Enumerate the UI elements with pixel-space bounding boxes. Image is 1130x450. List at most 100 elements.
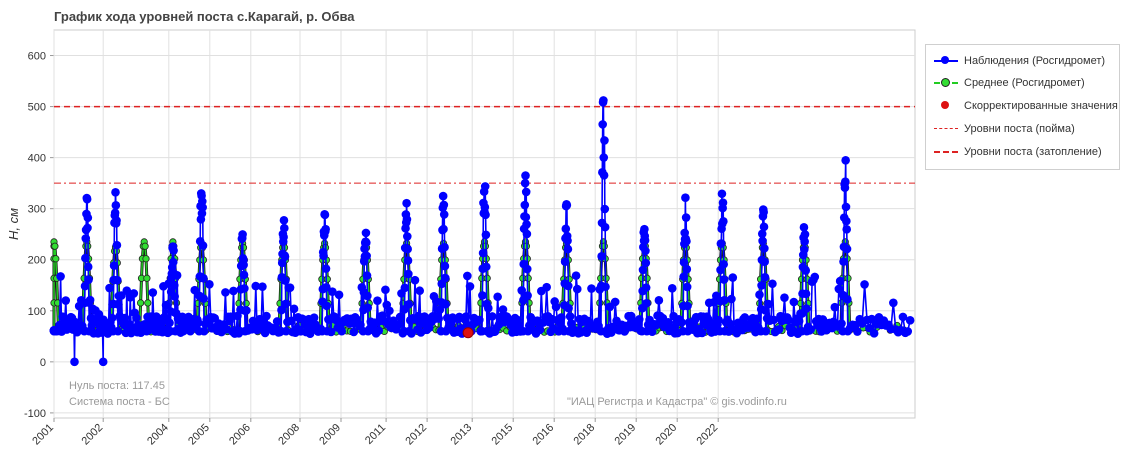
observation-point (109, 261, 119, 270)
observation-point (760, 257, 770, 267)
chart-legend: Наблюдения (Росгидромет) Среднее (Росгид… (925, 44, 1120, 170)
observation-point (337, 326, 347, 336)
observation-point (843, 295, 852, 304)
observation-point (403, 232, 412, 241)
observation-point (229, 286, 238, 296)
observation-point (321, 224, 330, 234)
corrected-swatch-icon (932, 98, 960, 114)
observation-point (522, 264, 532, 274)
observation-point (563, 281, 573, 291)
y-tick-label: 200 (28, 255, 46, 267)
observation-point (563, 236, 572, 245)
observation-point (240, 284, 249, 293)
observation-point (869, 329, 879, 338)
observation-point (757, 281, 766, 290)
observation-point (83, 213, 93, 223)
legend-item-flooding[interactable]: Уровни поста (затопление) (932, 144, 1102, 160)
observation-point (634, 315, 644, 324)
plot-area (53, 29, 916, 419)
observation-point (799, 223, 809, 232)
observation-point (80, 281, 90, 291)
credit-note: "ИАЦ Регистра и Кадастра" © gis.vodinfo.… (567, 396, 787, 408)
observation-point (769, 315, 779, 325)
observation-point (784, 315, 793, 325)
legend-item-observations[interactable]: Наблюдения (Росгидромет) (932, 53, 1105, 69)
x-tick-label: 2016 (531, 422, 557, 448)
observation-point (565, 312, 575, 321)
observation-point (600, 136, 609, 145)
observation-point (111, 187, 120, 197)
observation-point (322, 283, 331, 292)
observation-point (161, 300, 171, 310)
observation-point (598, 120, 607, 129)
observation-point (105, 283, 114, 293)
observation-point (287, 316, 296, 326)
observation-point (381, 285, 390, 295)
observation-point (309, 313, 319, 322)
observation-point (905, 316, 915, 325)
observation-point (281, 326, 291, 336)
observation-point (440, 273, 450, 283)
observation-point (81, 253, 90, 263)
x-tick-label: 2002 (80, 422, 106, 448)
observation-point (404, 269, 413, 279)
y-tick-label: 600 (28, 51, 46, 63)
observation-point (641, 283, 651, 292)
observation-point (289, 304, 299, 314)
observation-point (226, 312, 236, 321)
x-tick-label: 2018 (572, 422, 598, 448)
average-point (143, 274, 151, 282)
observation-point (718, 198, 728, 207)
observation-point (521, 212, 531, 222)
observation-point (199, 326, 209, 336)
observation-point (112, 216, 121, 225)
observation-point (434, 314, 443, 323)
observation-point (440, 261, 450, 271)
observation-point (480, 202, 490, 212)
observation-point (281, 299, 291, 309)
observation-point (841, 177, 850, 186)
zero-level-note: Нуль поста: 117.45 (69, 380, 165, 392)
observation-point (903, 327, 913, 336)
observation-point (415, 286, 425, 296)
observation-point (638, 265, 648, 275)
observation-point (403, 256, 413, 265)
observation-point (839, 257, 848, 266)
observation-point (800, 245, 809, 254)
observation-point (111, 201, 121, 210)
legend-item-average[interactable]: Среднее (Росгидромет) (932, 75, 1085, 91)
observation-point (258, 282, 267, 291)
observation-point (483, 303, 493, 313)
observation-point (764, 299, 773, 309)
observation-point (395, 312, 405, 322)
observation-point (842, 216, 851, 226)
average-point (52, 255, 60, 263)
observation-point (281, 276, 290, 285)
observation-point (520, 178, 530, 188)
observation-point (478, 248, 488, 258)
observation-point (438, 191, 448, 201)
observation-point (681, 193, 690, 202)
legend-item-floodplain[interactable]: Уровни поста (пойма) (932, 121, 1075, 137)
y-tick-label: 100 (28, 306, 46, 318)
observation-point (841, 202, 851, 212)
observation-point (70, 357, 79, 367)
observation-point (681, 213, 691, 222)
floodplain-swatch-icon (932, 121, 960, 137)
observation-point (172, 270, 182, 280)
legend-item-corrected[interactable]: Скорректированные значения (932, 98, 1118, 114)
y-axis-label: H, см (6, 208, 21, 240)
observation-point (597, 252, 606, 261)
observation-point (238, 230, 247, 239)
observation-point (129, 289, 139, 298)
observation-point (439, 200, 449, 210)
observation-point (564, 303, 573, 313)
observation-point (170, 292, 179, 301)
average-point (643, 274, 651, 282)
observation-point (719, 275, 729, 284)
observation-point (362, 271, 372, 280)
observation-point (755, 290, 764, 300)
observation-point (198, 197, 207, 206)
observation-point (601, 282, 610, 292)
observation-point (599, 170, 609, 180)
